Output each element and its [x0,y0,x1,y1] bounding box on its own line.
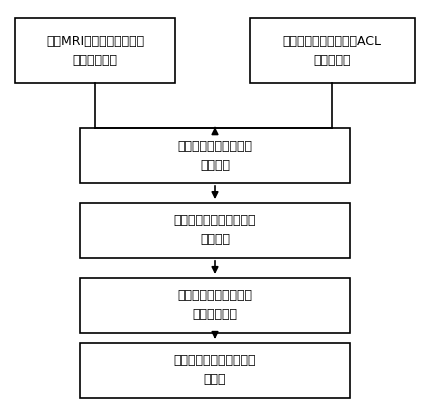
Text: 根据MRI图像进行逆向建模
进行术前规划: 根据MRI图像进行逆向建模 进行术前规划 [46,35,144,67]
Text: 通过机器人使测量装置
达到空间位姿: 通过机器人使测量装置 达到空间位姿 [177,289,252,321]
Text: 测量装置操作界面进行术
中检测: 测量装置操作界面进行术 中检测 [173,354,256,386]
Bar [80,203,349,258]
Text: 计算机中处理空间坐标
转换关系: 计算机中处理空间坐标 转换关系 [177,140,252,171]
Bar [15,18,174,83]
Bar [80,343,349,398]
Text: 依据空间坐标输入机器人
测量系统: 依据空间坐标输入机器人 测量系统 [173,215,256,247]
Bar [80,128,349,183]
Bar [250,18,414,83]
Text: 在逆向建模软件中寻找ACL
空间测量点: 在逆向建模软件中寻找ACL 空间测量点 [282,35,381,67]
Bar [80,278,349,333]
